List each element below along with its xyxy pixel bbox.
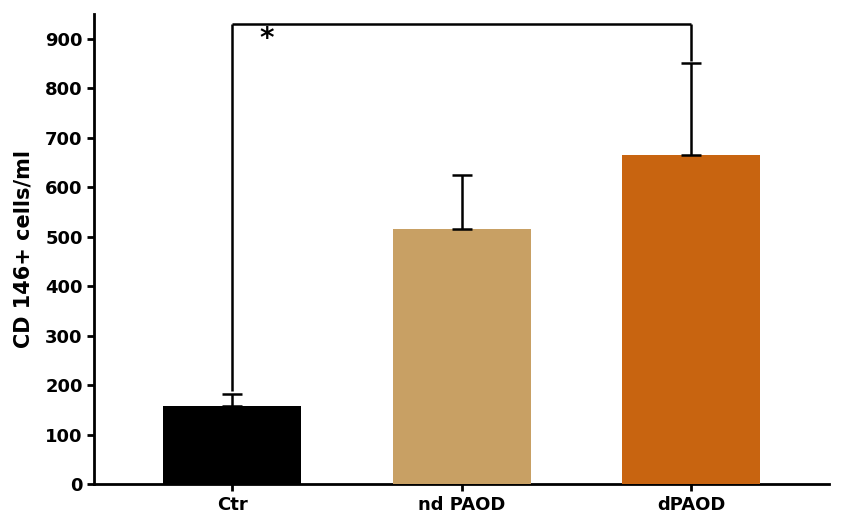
Y-axis label: CD 146+ cells/ml: CD 146+ cells/ml [13, 150, 34, 348]
Bar [393, 229, 530, 484]
Bar [622, 155, 760, 484]
Bar [164, 406, 301, 484]
Text: *: * [260, 25, 274, 53]
